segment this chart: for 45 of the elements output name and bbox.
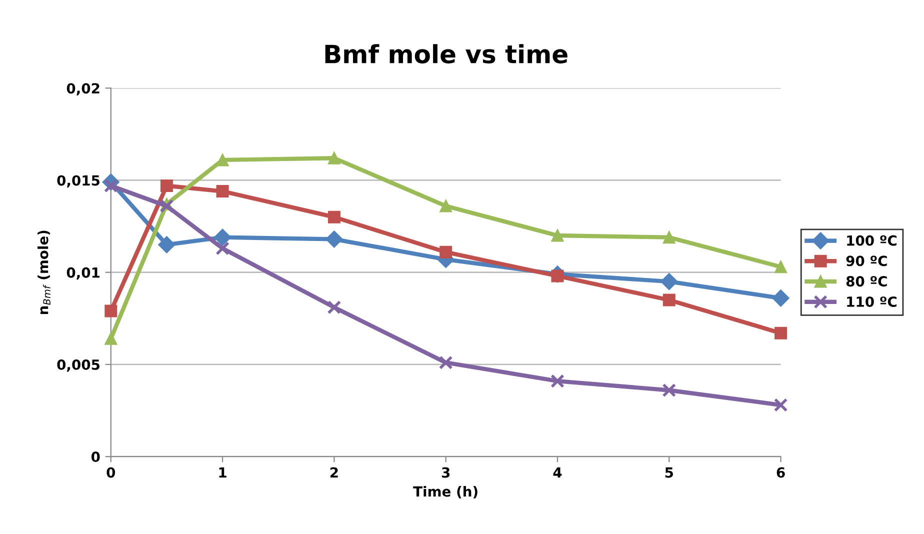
legend-label: 90 ºC [846, 256, 887, 266]
point [214, 228, 232, 246]
point [772, 290, 790, 307]
x-tick-label: 0 [106, 467, 116, 478]
x-tick-label: 1 [219, 467, 226, 478]
legend-label: 80 ºC [846, 276, 887, 287]
legend-label: 100 ºC [847, 235, 897, 246]
x-tick-label: 3 [442, 467, 450, 478]
point [662, 383, 676, 398]
x-tick-label: 6 [776, 467, 785, 478]
point [216, 185, 229, 198]
y-tick-label: 0 [91, 452, 100, 462]
point [328, 210, 340, 224]
x-axis-title: Time (h) [413, 486, 478, 498]
point [662, 294, 676, 306]
chart-title: Bmf mole vs time [325, 44, 568, 64]
point [216, 154, 229, 166]
point [158, 236, 176, 254]
point [327, 300, 342, 314]
point [660, 273, 678, 290]
point [440, 246, 452, 258]
point [774, 398, 788, 412]
point [160, 199, 174, 213]
legend-label: 110 ºC [847, 296, 897, 307]
point [216, 241, 230, 256]
point [160, 180, 173, 192]
point [328, 152, 340, 164]
point [774, 326, 788, 340]
point [662, 231, 676, 244]
point [104, 304, 118, 318]
point [550, 374, 564, 388]
point [438, 356, 453, 370]
point [104, 332, 118, 345]
point [551, 229, 564, 242]
point [774, 260, 788, 274]
y-tick-label: 0,02 [66, 83, 100, 96]
point [440, 200, 452, 212]
x-tick-label: 4 [553, 467, 562, 478]
x-tick-label: 2 [330, 467, 338, 478]
point [326, 230, 343, 248]
y-tick-label: 0,01 [66, 267, 100, 280]
y-tick-label: 0,005 [57, 359, 100, 372]
y-tick-label: 0,015 [57, 175, 100, 188]
x-tick-label: 5 [665, 467, 673, 478]
y-axis-title: n$_{Bmf}$ (mole) [38, 230, 50, 314]
